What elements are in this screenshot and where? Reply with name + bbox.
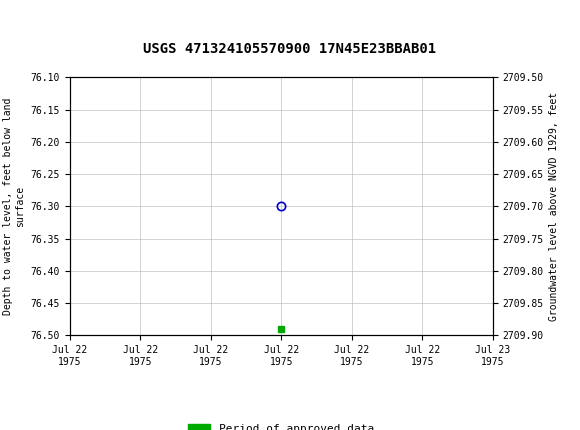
Y-axis label: Depth to water level, feet below land
surface: Depth to water level, feet below land su…	[3, 98, 25, 315]
Text: USGS 471324105570900 17N45E23BBAB01: USGS 471324105570900 17N45E23BBAB01	[143, 43, 437, 56]
Text: ≡USGS: ≡USGS	[3, 10, 79, 29]
Y-axis label: Groundwater level above NGVD 1929, feet: Groundwater level above NGVD 1929, feet	[549, 92, 559, 321]
Legend: Period of approved data: Period of approved data	[184, 419, 379, 430]
